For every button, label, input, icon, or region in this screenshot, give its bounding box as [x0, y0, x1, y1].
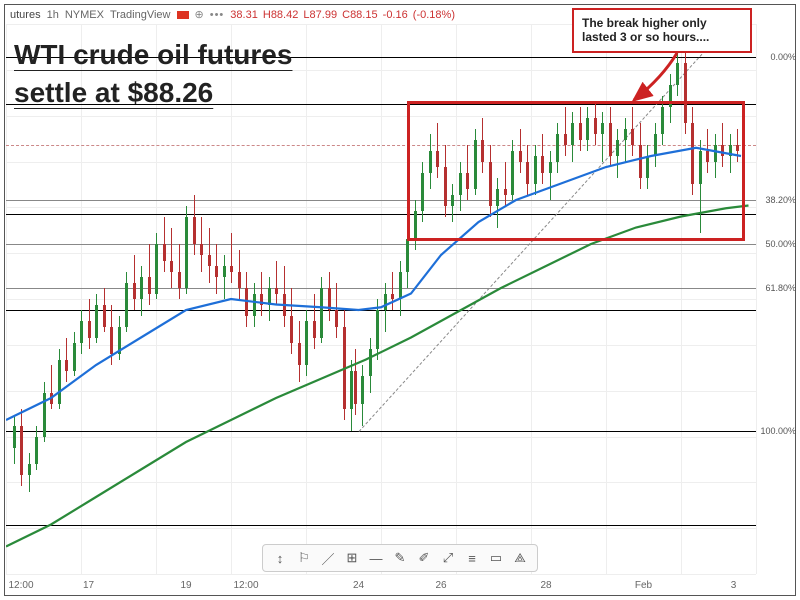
callout-box: The break higher only lasted 3 or so hou…	[572, 8, 752, 53]
tool-button[interactable]: ⊞	[341, 548, 363, 568]
ohlc-readout: 38.31 H88.42 L87.99 C88.15 -0.16 (-0.18%…	[230, 9, 457, 21]
tool-button[interactable]: ／	[317, 548, 339, 568]
exchange: NYMEX	[65, 9, 104, 21]
chart-header: utures 1h NYMEX TradingView ⊕ ••• 38.31 …	[10, 8, 457, 21]
headline: WTI crude oil futures settle at $88.26	[14, 36, 292, 112]
tool-button[interactable]: ⚐	[293, 548, 315, 568]
more-icon[interactable]: •••	[210, 9, 225, 21]
tool-button[interactable]: ↕	[269, 548, 291, 568]
x-tick: 3	[731, 580, 737, 591]
x-tick: 26	[435, 580, 446, 591]
flag-icon	[177, 11, 189, 19]
tool-button[interactable]: ✐	[413, 548, 435, 568]
x-axis: 12:00 17 19 12:00 24 26 28 Feb 3	[6, 580, 756, 594]
x-tick: 12:00	[8, 580, 33, 591]
headline-l2: settle at $88.26	[14, 74, 292, 112]
fib-label: 38.20%	[765, 195, 796, 205]
arrow-icon	[622, 48, 692, 108]
compare-icon[interactable]: ⊕	[195, 8, 204, 21]
timeframe[interactable]: 1h	[47, 9, 59, 21]
x-tick: 28	[540, 580, 551, 591]
highlight-box	[407, 101, 745, 241]
tool-button[interactable]: ―	[365, 548, 387, 568]
drawing-toolbar: ↕⚐／⊞―✎✐⤢≡▭⟁	[262, 544, 538, 572]
x-tick: 12:00	[233, 580, 258, 591]
platform: TradingView	[110, 9, 171, 21]
fib-label: 100.00%	[760, 426, 796, 436]
x-tick: 24	[353, 580, 364, 591]
tool-button[interactable]: ✎	[389, 548, 411, 568]
x-tick: 19	[180, 580, 191, 591]
headline-l1: WTI crude oil futures	[14, 36, 292, 74]
x-tick: 17	[83, 580, 94, 591]
x-tick: Feb	[635, 580, 652, 591]
fib-label: 0.00%	[770, 52, 796, 62]
tool-button[interactable]: ▭	[485, 548, 507, 568]
fib-label: 50.00%	[765, 239, 796, 249]
symbol: utures	[10, 9, 41, 21]
tool-button[interactable]: ≡	[461, 548, 483, 568]
callout-text: The break higher only lasted 3 or so hou…	[582, 16, 709, 44]
tool-button[interactable]: ⟁	[509, 548, 531, 568]
fib-label: 61.80%	[765, 283, 796, 293]
tool-button[interactable]: ⤢	[437, 548, 459, 568]
